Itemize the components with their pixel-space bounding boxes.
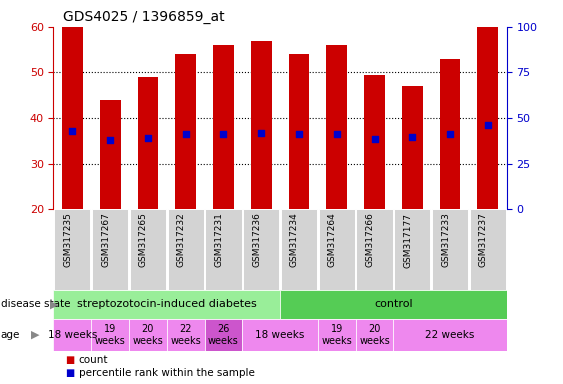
Bar — [440, 59, 461, 209]
Text: 22
weeks: 22 weeks — [170, 324, 201, 346]
Text: disease state: disease state — [1, 299, 70, 310]
Bar — [356, 209, 392, 290]
Bar — [213, 45, 234, 209]
Text: GSM317264: GSM317264 — [328, 212, 337, 267]
Text: GSM317231: GSM317231 — [215, 212, 224, 267]
Text: GSM317266: GSM317266 — [365, 212, 374, 267]
Text: count: count — [79, 355, 108, 365]
Bar — [243, 209, 279, 290]
Bar — [129, 319, 167, 351]
Bar — [53, 290, 280, 319]
Bar — [62, 4, 83, 209]
Text: 19
weeks: 19 weeks — [321, 324, 352, 346]
Point — [219, 131, 228, 137]
Text: GSM317267: GSM317267 — [101, 212, 110, 267]
Text: 18 weeks: 18 weeks — [256, 330, 305, 340]
Text: 19
weeks: 19 weeks — [95, 324, 126, 346]
Bar — [100, 100, 120, 209]
Text: ■: ■ — [65, 355, 74, 365]
Point — [106, 137, 115, 143]
Text: percentile rank within the sample: percentile rank within the sample — [79, 368, 254, 378]
Point — [445, 131, 454, 137]
Text: 26
weeks: 26 weeks — [208, 324, 239, 346]
Bar — [318, 319, 356, 351]
Text: ▶: ▶ — [50, 299, 58, 310]
Bar — [364, 75, 385, 209]
Text: GSM317235: GSM317235 — [64, 212, 73, 267]
Bar — [168, 209, 204, 290]
Text: GSM317232: GSM317232 — [177, 212, 186, 267]
Point — [257, 130, 266, 136]
Text: GSM317234: GSM317234 — [290, 212, 299, 267]
Point — [370, 136, 379, 142]
Bar — [280, 290, 507, 319]
Bar — [432, 209, 468, 290]
Text: ▶: ▶ — [31, 330, 39, 340]
Point — [144, 135, 153, 141]
Bar — [204, 319, 242, 351]
Point — [294, 131, 303, 137]
Text: GSM317265: GSM317265 — [139, 212, 148, 267]
Text: ■: ■ — [65, 368, 74, 378]
Bar — [92, 209, 128, 290]
Text: GSM317177: GSM317177 — [403, 212, 412, 268]
Bar — [356, 319, 394, 351]
Bar — [289, 54, 309, 209]
Bar — [319, 209, 355, 290]
Text: GDS4025 / 1396859_at: GDS4025 / 1396859_at — [62, 10, 224, 25]
Bar — [327, 45, 347, 209]
Text: 20
weeks: 20 weeks — [132, 324, 163, 346]
Bar — [394, 209, 430, 290]
Text: GSM317233: GSM317233 — [441, 212, 450, 267]
Text: streptozotocin-induced diabetes: streptozotocin-induced diabetes — [77, 299, 257, 310]
Bar — [130, 209, 166, 290]
Text: GSM317236: GSM317236 — [252, 212, 261, 267]
Bar — [91, 319, 129, 351]
Text: control: control — [374, 299, 413, 310]
Point — [332, 131, 341, 137]
Bar — [477, 0, 498, 209]
Text: GSM317237: GSM317237 — [479, 212, 488, 267]
Text: 22 weeks: 22 weeks — [426, 330, 475, 340]
Point — [68, 128, 77, 134]
Point — [483, 122, 492, 129]
Bar — [167, 319, 204, 351]
Bar — [402, 86, 423, 209]
Point — [408, 134, 417, 140]
Bar — [54, 209, 91, 290]
Text: 18 weeks: 18 weeks — [48, 330, 97, 340]
Point — [181, 131, 190, 137]
Text: age: age — [1, 330, 20, 340]
Bar — [53, 319, 91, 351]
Bar — [470, 209, 506, 290]
Text: 20
weeks: 20 weeks — [359, 324, 390, 346]
Bar — [137, 77, 158, 209]
Bar — [281, 209, 317, 290]
Bar — [205, 209, 242, 290]
Bar — [175, 54, 196, 209]
Bar — [251, 41, 271, 209]
Bar — [242, 319, 318, 351]
Bar — [394, 319, 507, 351]
